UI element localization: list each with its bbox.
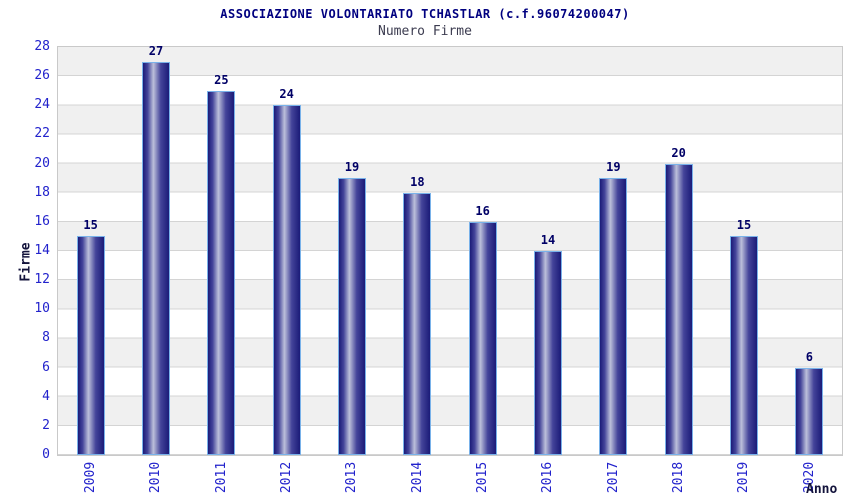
bar-2018	[664, 163, 693, 455]
y-tick-label-28: 28	[34, 39, 50, 54]
y-tick-label-20: 20	[34, 155, 50, 171]
y-tick-label-0: 0	[42, 447, 50, 462]
x-tick-label-2017: 2017	[596, 458, 630, 496]
bar-2019	[730, 236, 758, 455]
y-tick-label-2: 2	[42, 417, 50, 433]
x-tick-label-text: 2019	[736, 461, 752, 493]
bar-value-2016: 14	[540, 233, 556, 247]
y-tick-label-10: 10	[34, 301, 50, 317]
x-tick-label-text: 2009	[83, 461, 99, 493]
y-tick-label-4: 4	[42, 388, 50, 404]
bar-value-2011: 25	[214, 72, 229, 87]
y-tick-label-12: 12	[34, 272, 50, 288]
x-tick-label-text: 2010	[148, 461, 164, 493]
bar-2020	[795, 367, 824, 455]
x-tick-label-2012: 2012	[270, 458, 304, 496]
y-tick-label-8: 8	[42, 330, 50, 346]
bar-value-2014: 18	[410, 174, 425, 189]
bar-value-2017: 19	[606, 160, 621, 175]
chart-subtitle: Numero Firme	[378, 24, 472, 39]
x-tick-label-2011: 2011	[204, 458, 238, 496]
bar-2015	[468, 221, 497, 455]
bar-value-2013: 19	[344, 160, 360, 175]
x-tick-label-2010: 2010	[139, 458, 173, 496]
bar-value-2009: 15	[83, 218, 98, 233]
bar-value-2019: 15	[736, 218, 752, 233]
bar-2016	[534, 251, 562, 455]
x-tick-label-2016: 2016	[531, 458, 565, 496]
plot-area: 15 27 25 24 19 18 16 14 19 20 15 6	[57, 43, 843, 456]
bar-2013	[338, 178, 366, 455]
y-tick-label-26: 26	[34, 68, 50, 84]
bar-value-2010: 27	[148, 43, 164, 58]
bar-value-2020: 6	[805, 349, 813, 364]
bar-value-2015: 16	[475, 203, 490, 218]
x-tick-label-text: 2011	[213, 461, 229, 493]
y-tick-label-18: 18	[34, 184, 50, 200]
y-tick-label-24: 24	[34, 97, 50, 113]
bar-value-2018: 20	[671, 145, 686, 160]
y-tick-label-6: 6	[42, 359, 50, 375]
bar-2011	[207, 90, 236, 455]
x-tick-label-text: 2012	[279, 461, 295, 493]
bar-2009	[76, 236, 105, 455]
x-tick-label-text: 2016	[540, 461, 556, 493]
x-axis-title: Anno	[806, 482, 838, 497]
x-tick-label-text: 2013	[344, 461, 360, 493]
x-tick-label-text: 2018	[671, 461, 687, 493]
x-tick-label-2014: 2014	[400, 458, 434, 496]
x-tick-label-text: 2017	[605, 461, 621, 493]
y-tick-label-22: 22	[34, 126, 50, 142]
x-tick-label-2018: 2018	[662, 458, 696, 496]
bar-2012	[272, 105, 301, 455]
y-tick-label-16: 16	[34, 213, 50, 229]
x-tick-label-2015: 2015	[466, 458, 500, 496]
y-tick-label-14: 14	[34, 243, 50, 258]
bar-value-2012: 24	[279, 87, 294, 102]
x-tick-label-2013: 2013	[335, 458, 369, 496]
bar-2010	[142, 61, 170, 455]
x-tick-label-2019: 2019	[727, 458, 761, 496]
x-tick-label-2009: 2009	[74, 458, 108, 496]
bar-2017	[599, 178, 628, 455]
bar-2014	[403, 192, 432, 455]
x-tick-label-text: 2014	[409, 461, 425, 493]
x-tick-label-text: 2015	[475, 461, 491, 493]
chart-title: ASSOCIAZIONE VOLONTARIATO TCHASTLAR (c.f…	[220, 7, 630, 21]
